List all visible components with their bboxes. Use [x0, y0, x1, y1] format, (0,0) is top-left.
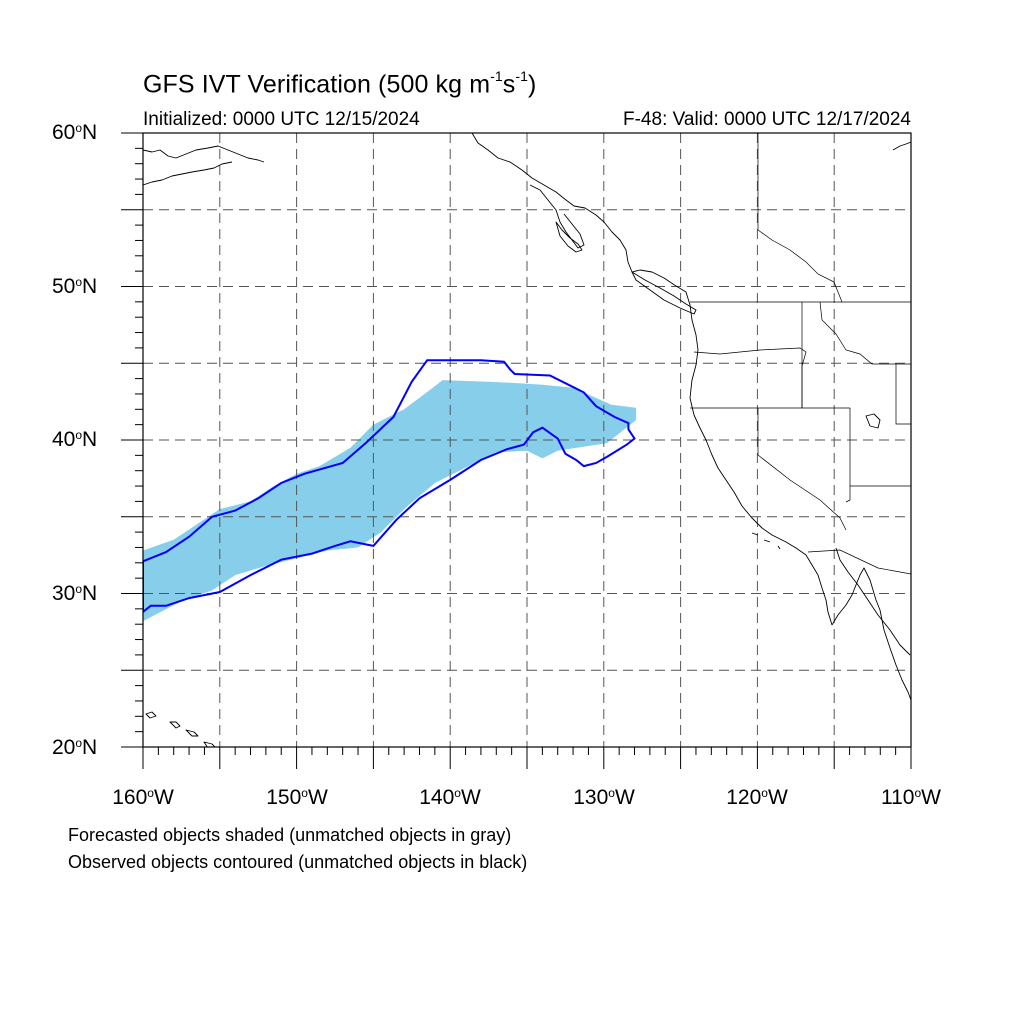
footnote-forecast: Forecasted objects shaded (unmatched obj…: [68, 825, 512, 845]
border-us-mexico: [807, 549, 911, 575]
hawaii-island-3: [185, 729, 199, 737]
border-alaska-canada: [757, 133, 843, 303]
lon-label-150w: 150oW: [266, 786, 328, 809]
alaska-right-fragment: [892, 141, 911, 151]
lon-label-110w: 110oW: [881, 786, 941, 809]
lat-label-20n: 20oN: [52, 736, 98, 759]
coastline-baja-west: [831, 567, 911, 701]
hawaii-island-2: [169, 721, 181, 729]
lon-label-130w: 130oW: [573, 786, 635, 809]
hawaii-island-4: [203, 741, 216, 747]
hawaii-island-1: [145, 711, 157, 719]
lon-label-140w: 140oW: [419, 786, 481, 809]
lat-lon-grid: [143, 133, 911, 747]
title-prefix: GFS IVT Verification (500 kg m: [143, 70, 491, 99]
lon-label-120w: 120oW: [726, 786, 788, 809]
axis-ticks: [121, 132, 912, 769]
title-exponent-1: -1: [490, 68, 503, 84]
great-salt-lake: [865, 413, 881, 429]
lat-label-40n: 40oN: [52, 428, 98, 451]
coastline-gulf-of-california: [835, 547, 911, 656]
lat-label-50n: 50oN: [52, 275, 98, 298]
vancouver-island: [631, 271, 697, 315]
chart-title: GFS IVT Verification (500 kg m-1s-1): [143, 68, 537, 99]
border-nevada-utah: [845, 408, 851, 503]
border-california-nevada: [757, 408, 847, 531]
lat-label-60n: 60oN: [52, 121, 98, 144]
haida-gwaii: [555, 221, 583, 253]
lat-label-30n: 30oN: [52, 582, 98, 605]
valid-time: F-48: Valid: 0000 UTC 12/17/2024: [623, 109, 911, 130]
border-washington-oregon: [693, 347, 807, 408]
border-idaho: [801, 301, 911, 408]
western-alaska-coast: [143, 145, 265, 186]
title-exponent-2: -1: [515, 68, 529, 84]
border-utah-east: [895, 364, 911, 425]
lon-label-160w: 160oW: [112, 786, 174, 809]
coastline-west-coast: [471, 133, 833, 626]
observed-ivt-contour: [143, 359, 636, 614]
channel-islands: [751, 532, 781, 550]
title-suffix: ): [528, 70, 537, 99]
title-mid: s: [502, 70, 516, 99]
alaska-islands: [529, 184, 585, 249]
footnote-observed: Observed objects contoured (unmatched ob…: [68, 852, 528, 872]
coastlines: [143, 133, 911, 747]
forecast-ivt-object: [143, 380, 637, 622]
initialized-time: Initialized: 0000 UTC 12/15/2024: [143, 109, 420, 130]
political-borders: [690, 133, 911, 575]
